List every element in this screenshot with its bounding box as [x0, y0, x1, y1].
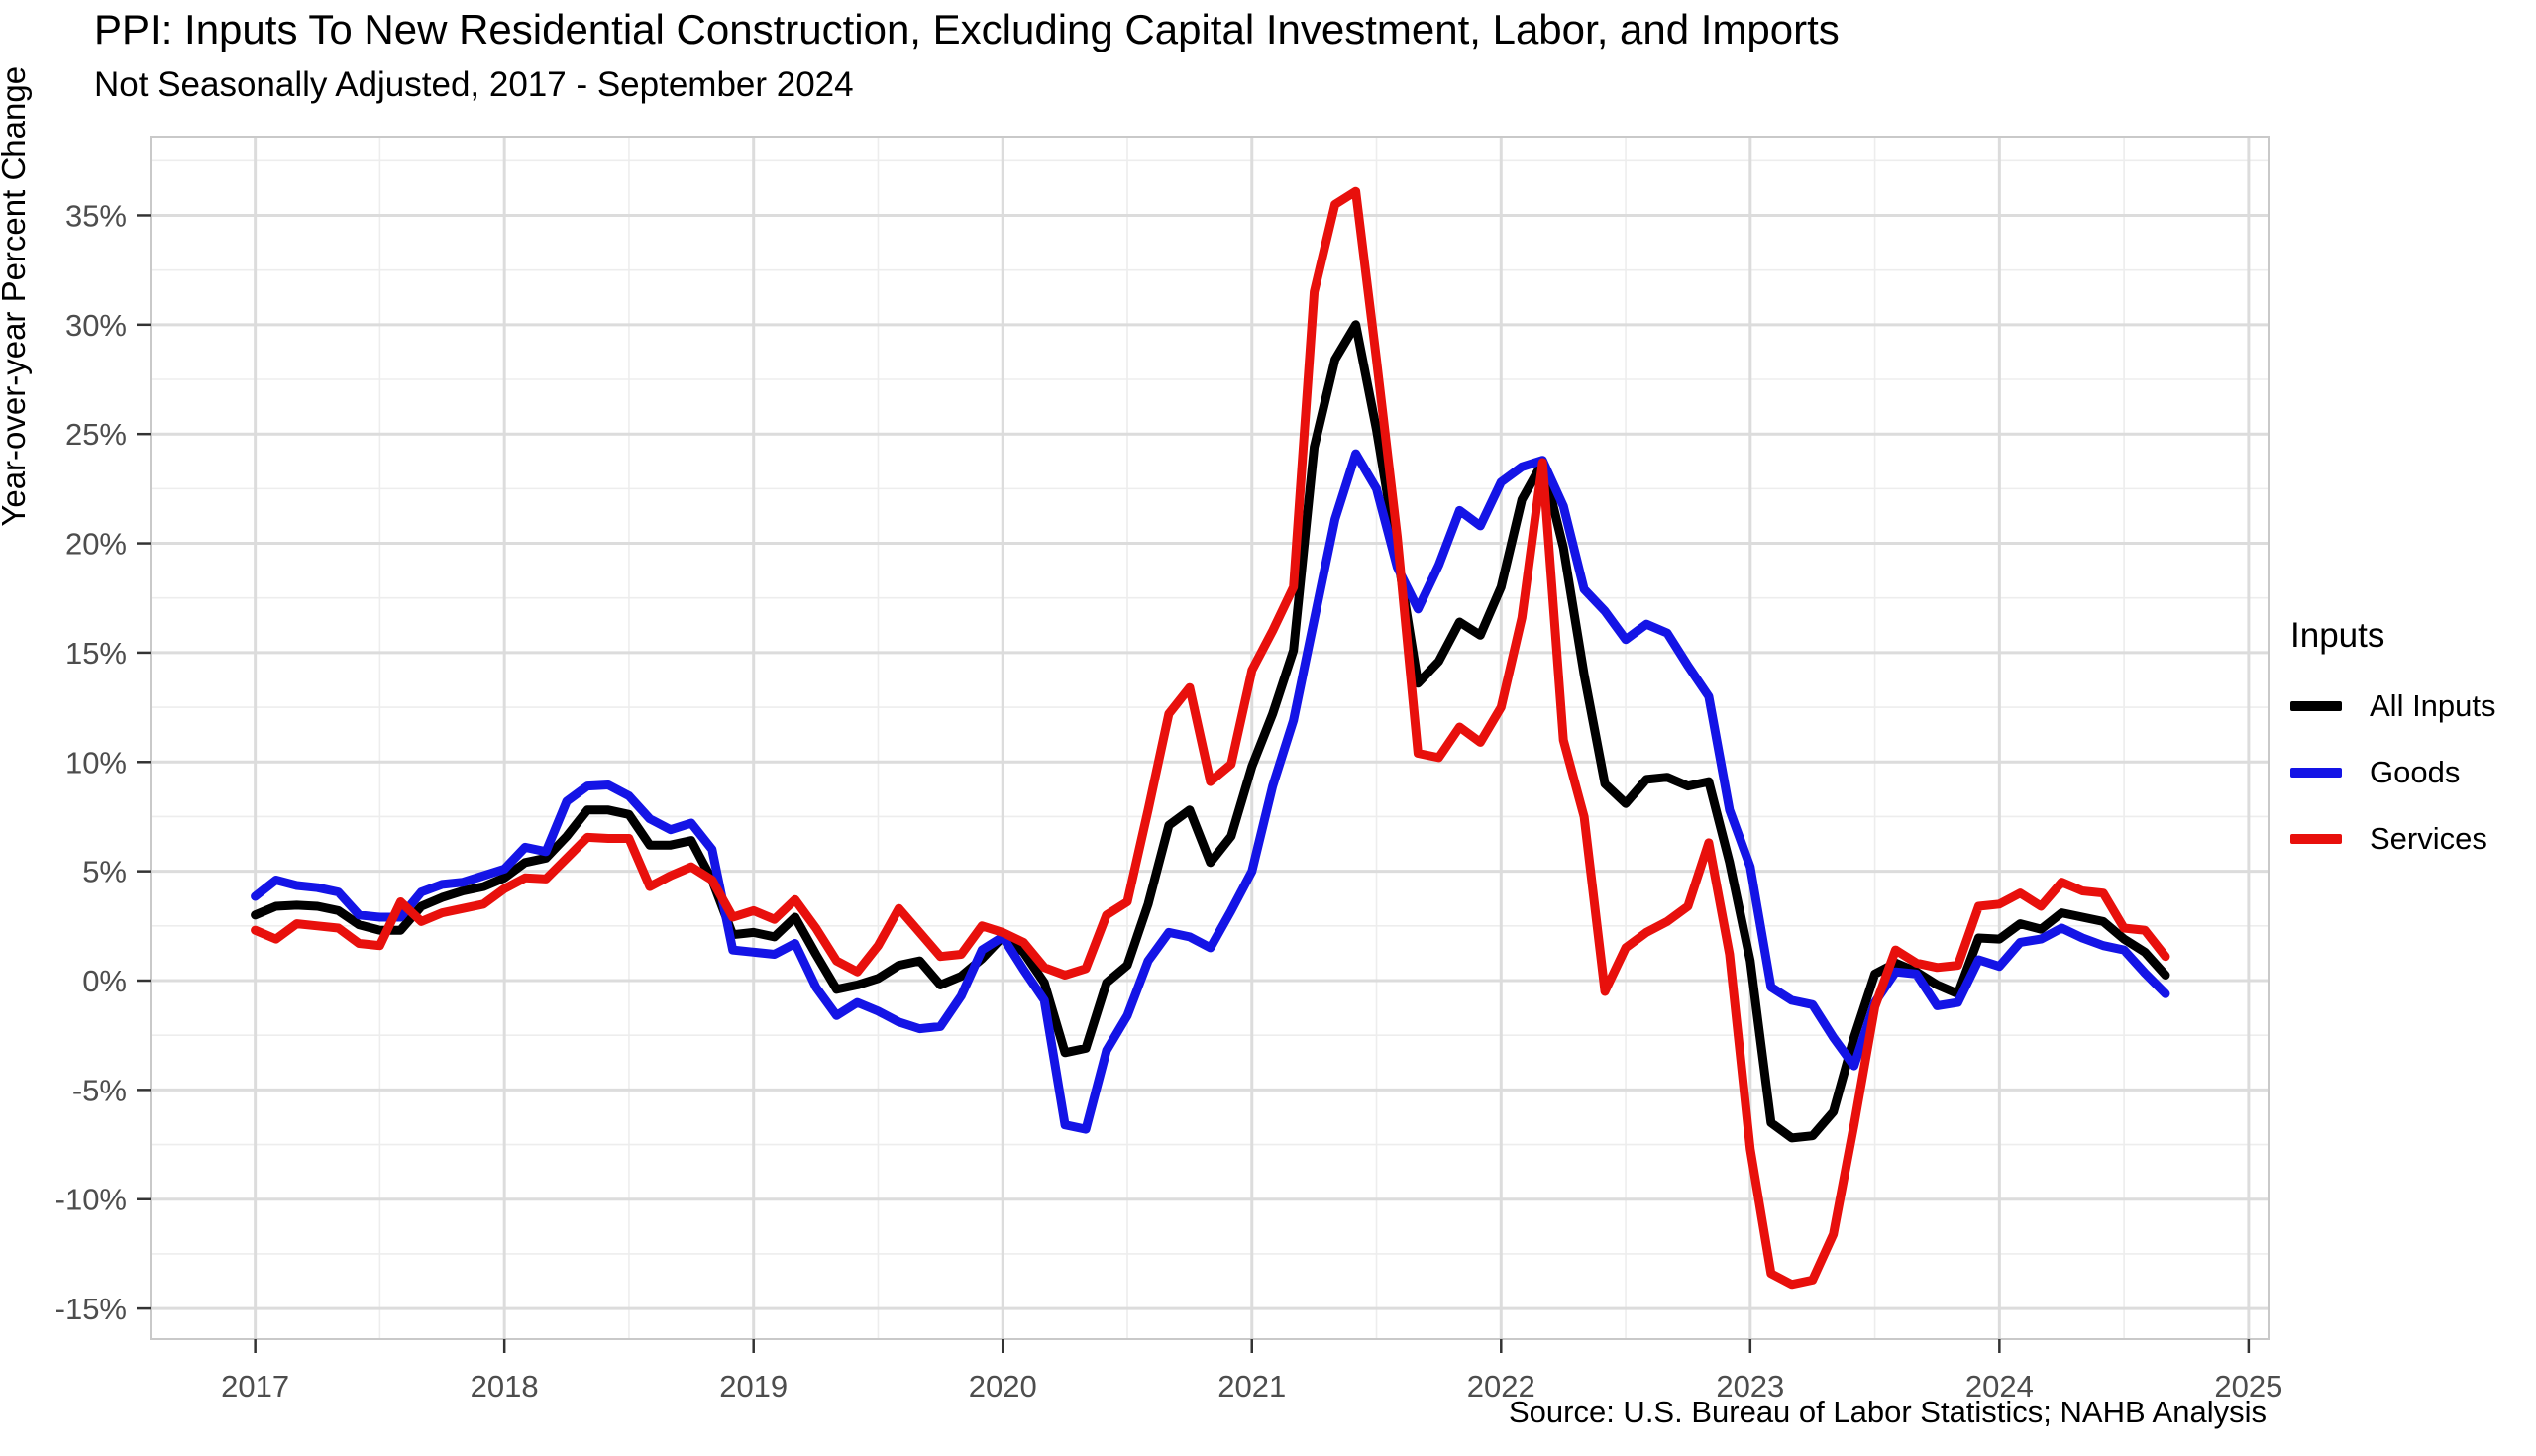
y-tick-label: -15% [55, 1292, 127, 1326]
y-tick-label: -5% [72, 1073, 127, 1107]
legend-item-label: Goods [2370, 755, 2461, 789]
x-tick-label: 2022 [1467, 1369, 1535, 1404]
y-tick-label: 5% [82, 855, 127, 889]
legend-item: All Inputs [2290, 688, 2496, 723]
legend-swatch [2290, 834, 2342, 844]
source-note: Source: U.S. Bureau of Labor Statistics;… [1508, 1395, 2267, 1429]
y-axis-title: Year-over-year Percent Change [0, 65, 32, 527]
x-tick-labels: 2017 2018 2019 2020 2021 2022 2023 2024 2025 [221, 1369, 2282, 1404]
legend-title: Inputs [2290, 616, 2385, 655]
legend-item: Services [2290, 821, 2496, 856]
legend-items: All Inputs Goods Services [2290, 688, 2496, 856]
legend: Inputs All Inputs Goods Services [2290, 616, 2496, 888]
y-tick-label: 10% [65, 745, 127, 780]
axis-ticks [137, 214, 2251, 1353]
y-tick-label: 20% [65, 527, 127, 562]
legend-item: Goods [2290, 755, 2496, 789]
x-tick-label: 2020 [969, 1369, 1037, 1404]
x-tick-label: 2023 [1716, 1369, 1784, 1404]
y-tick-label: -10% [55, 1183, 127, 1217]
legend-item-label: Services [2370, 821, 2487, 856]
legend-item-label: All Inputs [2370, 688, 2496, 723]
plot-panel [151, 137, 2269, 1339]
x-tick-label: 2025 [2214, 1369, 2282, 1404]
y-tick-label: 30% [65, 308, 127, 343]
x-tick-label: 2024 [1965, 1369, 2034, 1404]
y-tick-label: 25% [65, 417, 127, 452]
x-tick-label: 2018 [471, 1369, 539, 1404]
x-tick-label: 2017 [221, 1369, 289, 1404]
legend-swatch [2290, 768, 2342, 778]
series-line-services [251, 186, 2170, 1290]
panel-border [150, 136, 2270, 1340]
y-tick-label: 35% [65, 198, 127, 233]
series-line-goods [251, 449, 2170, 1134]
y-tick-label: 15% [65, 636, 127, 671]
y-tick-labels: -15% -10% -5% 0% 5% 10% 15% 20% 25% 30% 35% [55, 198, 127, 1326]
chart-subtitle: Not Seasonally Adjusted, 2017 - Septembe… [94, 65, 854, 104]
chart-title: PPI: Inputs To New Residential Construct… [94, 6, 1840, 52]
legend-swatch [2290, 701, 2342, 711]
x-tick-label: 2019 [719, 1369, 788, 1404]
x-tick-label: 2021 [1217, 1369, 1286, 1404]
y-tick-label: 0% [82, 964, 127, 998]
